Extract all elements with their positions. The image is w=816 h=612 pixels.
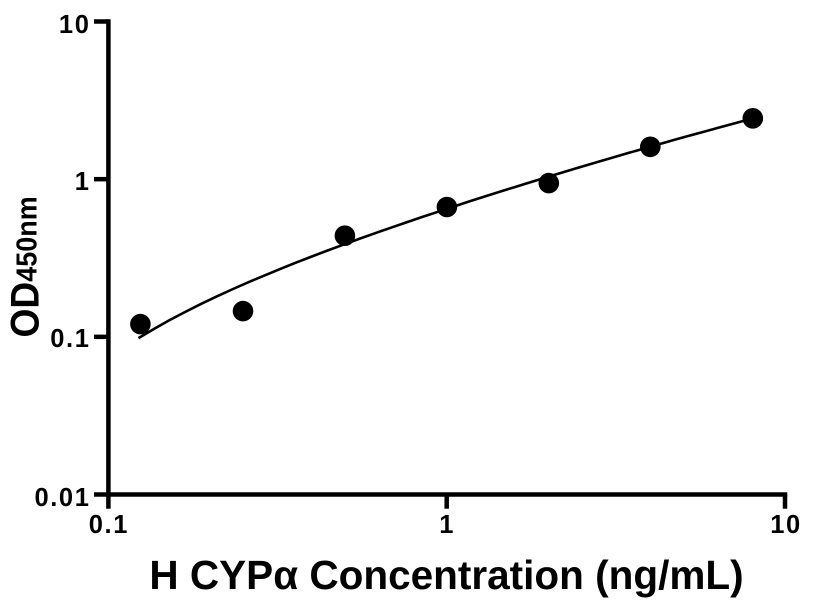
svg-text:1: 1 xyxy=(439,511,455,539)
svg-text:OD450nm: OD450nm xyxy=(3,196,48,337)
svg-text:0.01: 0.01 xyxy=(34,484,90,512)
svg-text:10: 10 xyxy=(59,11,91,39)
svg-text:0.1: 0.1 xyxy=(50,325,90,353)
svg-text:H CYPα Concentration (ng/mL): H CYPα Concentration (ng/mL) xyxy=(149,552,743,598)
svg-text:1: 1 xyxy=(75,168,91,196)
svg-text:0.1: 0.1 xyxy=(89,511,129,539)
svg-text:10: 10 xyxy=(770,511,802,539)
